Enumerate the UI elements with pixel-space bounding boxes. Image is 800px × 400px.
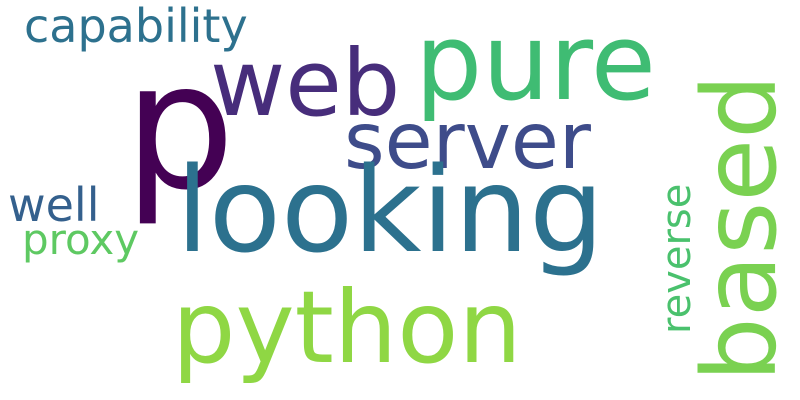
word-capability: capability <box>24 0 248 53</box>
word-pure: pure <box>415 1 656 124</box>
word-well: well <box>8 178 100 232</box>
word-web: web <box>210 30 401 137</box>
word-python: python <box>172 269 522 386</box>
word-p: p <box>124 26 236 229</box>
word-proxy: proxy <box>22 215 140 264</box>
word-based: based <box>681 74 800 382</box>
word-looking: looking <box>176 141 604 279</box>
word-server: server <box>344 97 591 187</box>
